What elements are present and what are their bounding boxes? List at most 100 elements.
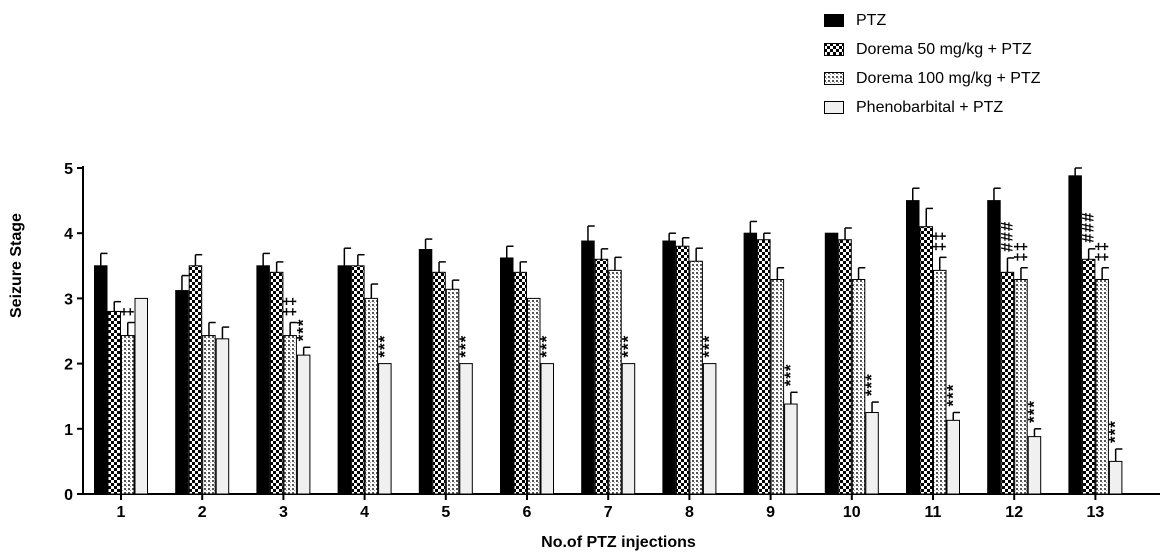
significance-marker: *** bbox=[618, 335, 637, 358]
bar bbox=[202, 335, 216, 495]
significance-marker: ‡ bbox=[118, 306, 137, 316]
bar bbox=[662, 240, 676, 495]
bar bbox=[215, 338, 230, 495]
bar bbox=[608, 269, 622, 495]
bar bbox=[432, 271, 446, 495]
legend-item-phenobarbital: Phenobarbital + PTZ bbox=[824, 93, 1041, 122]
bar bbox=[418, 249, 433, 495]
bar bbox=[770, 278, 785, 495]
bar bbox=[337, 265, 352, 495]
x-tick-label: 6 bbox=[523, 504, 532, 521]
y-tick-label: 0 bbox=[64, 487, 73, 504]
bar bbox=[364, 297, 379, 495]
significance-marker: ### bbox=[1079, 211, 1098, 242]
bar bbox=[256, 265, 270, 495]
bar bbox=[933, 269, 947, 495]
bar bbox=[865, 412, 879, 495]
bar bbox=[621, 363, 636, 495]
bar bbox=[500, 257, 514, 495]
bar bbox=[175, 290, 189, 495]
legend-label: Dorema 100 mg/kg + PTZ bbox=[856, 69, 1041, 87]
bar bbox=[188, 265, 203, 495]
x-tick-label: 8 bbox=[685, 504, 694, 521]
bar bbox=[269, 271, 284, 495]
bar bbox=[134, 297, 148, 495]
x-tick-label: 2 bbox=[198, 504, 207, 521]
legend-label: Dorema 50 mg/kg + PTZ bbox=[856, 40, 1032, 58]
bar bbox=[838, 239, 852, 495]
bar bbox=[757, 239, 771, 495]
legend-item-dorema-100: Dorema 100 mg/kg + PTZ bbox=[824, 64, 1041, 93]
legend-swatch-light-icon bbox=[824, 101, 844, 114]
bar bbox=[445, 288, 460, 495]
significance-marker: *** bbox=[456, 335, 475, 358]
bar bbox=[824, 232, 839, 495]
bar bbox=[1000, 271, 1015, 495]
x-tick-label: 5 bbox=[441, 504, 450, 521]
bar bbox=[378, 363, 392, 495]
x-tick-label: 3 bbox=[279, 504, 288, 521]
bar bbox=[581, 240, 595, 495]
bar bbox=[919, 226, 933, 495]
significance-marker: ### bbox=[997, 221, 1016, 252]
bar bbox=[784, 403, 798, 495]
legend-item-ptz: PTZ bbox=[824, 6, 1041, 35]
legend-item-dorema-50: Dorema 50 mg/kg + PTZ bbox=[824, 35, 1041, 64]
bar bbox=[1014, 278, 1028, 495]
y-tick-label: 5 bbox=[64, 161, 73, 178]
significance-marker: *** bbox=[537, 335, 556, 358]
legend-label: Phenobarbital + PTZ bbox=[856, 98, 1004, 116]
significance-marker: ‡‡ bbox=[280, 296, 299, 317]
legend-label: PTZ bbox=[856, 11, 887, 29]
bar bbox=[351, 265, 365, 495]
bar bbox=[702, 363, 717, 495]
legend: PTZ Dorema 50 mg/kg + PTZ Dorema 100 mg/… bbox=[824, 6, 1041, 122]
bar bbox=[689, 260, 703, 495]
x-tick-label: 4 bbox=[360, 504, 369, 521]
bar bbox=[1095, 278, 1109, 495]
bar bbox=[94, 265, 108, 495]
significance-marker: *** bbox=[1106, 420, 1125, 443]
significance-marker: ‡‡ bbox=[1092, 241, 1111, 262]
bar bbox=[987, 200, 1001, 495]
significance-marker: *** bbox=[700, 335, 719, 358]
x-tick-label: 10 bbox=[843, 504, 861, 521]
bar bbox=[675, 245, 690, 495]
bar bbox=[121, 335, 135, 495]
x-tick-label: 1 bbox=[117, 504, 126, 521]
bar bbox=[1068, 175, 1082, 495]
y-tick-label: 1 bbox=[64, 422, 73, 439]
bar bbox=[1108, 460, 1123, 495]
significance-marker: *** bbox=[1024, 400, 1043, 423]
bar bbox=[743, 232, 758, 495]
x-tick-label: 13 bbox=[1087, 504, 1105, 521]
significance-marker: *** bbox=[943, 384, 962, 407]
significance-marker: *** bbox=[862, 373, 881, 396]
significance-marker: ‡‡ bbox=[930, 230, 949, 251]
legend-swatch-checker-icon bbox=[824, 43, 844, 56]
x-tick-label: 9 bbox=[766, 504, 775, 521]
bar bbox=[513, 271, 527, 495]
y-axis-label: Seizure Stage bbox=[8, 213, 25, 318]
y-tick-label: 2 bbox=[64, 357, 73, 374]
bar bbox=[851, 278, 866, 495]
x-tick-label: 11 bbox=[925, 504, 942, 521]
legend-swatch-dots-icon bbox=[824, 72, 844, 85]
bar bbox=[107, 310, 121, 495]
bar bbox=[906, 200, 920, 495]
significance-marker: ‡‡ bbox=[1011, 241, 1030, 262]
significance-marker: *** bbox=[375, 335, 394, 358]
y-tick-label: 4 bbox=[64, 226, 73, 243]
bar bbox=[1081, 258, 1096, 495]
significance-marker: *** bbox=[294, 318, 313, 341]
bar bbox=[296, 354, 311, 495]
bar bbox=[527, 297, 541, 495]
x-axis-label: No.of PTZ injections bbox=[541, 534, 696, 551]
bar bbox=[1027, 436, 1042, 495]
bar bbox=[540, 363, 554, 495]
x-tick-label: 12 bbox=[1005, 504, 1023, 521]
significance-marker: *** bbox=[781, 363, 800, 386]
legend-swatch-solid-icon bbox=[824, 14, 844, 27]
bar bbox=[594, 258, 609, 495]
